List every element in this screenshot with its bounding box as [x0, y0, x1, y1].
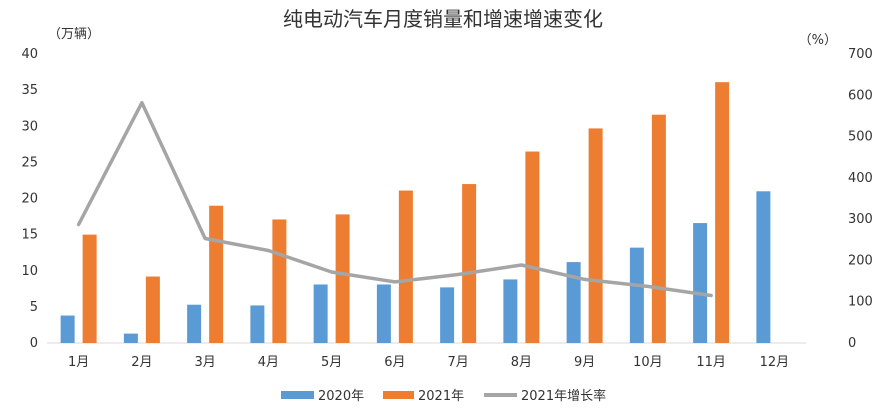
left-axis-tick-label: 30: [21, 119, 38, 134]
bar-2020-3: [187, 304, 202, 343]
bar-2020-7: [440, 287, 455, 343]
bar-2021-3: [209, 205, 224, 343]
left-axis-tick-label: 15: [21, 228, 38, 243]
bar-2020-9: [566, 262, 581, 343]
bar-2020-6: [376, 284, 391, 343]
right-axis-tick-label: 100: [848, 295, 873, 310]
x-axis-tick-label: 11月: [696, 355, 726, 370]
left-axis-tick-label: 25: [21, 155, 38, 170]
legend: 2020年 2021年 2021年增长率: [281, 388, 606, 404]
right-axis-tick-label: 500: [848, 130, 873, 145]
x-axis-tick-label: 4月: [258, 355, 279, 370]
left-axis-tick-label: 0: [30, 336, 38, 351]
bar-2020-8: [503, 279, 518, 343]
bar-2020-10: [629, 247, 644, 343]
bar-2020-12: [756, 191, 771, 343]
legend-label: 2021年增长率: [521, 388, 606, 404]
left-axis-tick-label: 35: [21, 83, 38, 98]
bar-2021-9: [588, 128, 603, 343]
bar-2020-11: [693, 223, 708, 343]
bar-2021-1: [82, 234, 97, 343]
x-axis-tick-label: 5月: [321, 355, 342, 370]
x-axis-tick-label: 6月: [384, 355, 405, 370]
left-axis-tick-label: 10: [21, 264, 38, 279]
bar-2021-2: [145, 276, 160, 343]
x-axis-tick-label: 2月: [131, 355, 152, 370]
x-axis-tick-label: 8月: [511, 355, 532, 370]
right-axis-tick-label: 400: [848, 171, 873, 186]
x-axis-tick-label: 12月: [760, 355, 790, 370]
right-axis-tick-label: 200: [848, 253, 873, 268]
chart-title: 纯电动汽车月度销量和增速增速变化: [283, 7, 603, 31]
right-axis-tick-label: 600: [848, 88, 873, 103]
bar-2021-7: [462, 184, 477, 343]
right-axis-tick-label: 0: [848, 336, 856, 351]
legend-label: 2020年: [318, 389, 364, 404]
bar-2021-5: [335, 214, 350, 343]
bar-2021-11: [715, 82, 730, 344]
bar-2021-6: [398, 190, 413, 343]
x-axis-tick-label: 1月: [68, 355, 89, 370]
x-axis-tick-label: 9月: [574, 355, 595, 370]
bar-2020-2: [123, 333, 138, 343]
bar-2020-4: [250, 305, 265, 343]
bar-2021-8: [525, 151, 540, 343]
right-axis-tick-label: 300: [848, 212, 873, 227]
left-axis-tick-label: 40: [21, 47, 38, 62]
right-axis-tick-label: 700: [848, 47, 873, 62]
x-axis-tick-label: 3月: [194, 355, 215, 370]
left-axis-unit: （万辆）: [48, 27, 100, 42]
bar-2020-5: [313, 284, 328, 343]
bar-2020-1: [60, 315, 75, 343]
x-axis-tick-label: 7月: [447, 355, 468, 370]
legend-label: 2021年: [418, 389, 464, 404]
left-axis-tick-label: 5: [30, 300, 38, 315]
plot-area: 051015202530354001002003004005006007001月…: [21, 47, 872, 370]
bar-2021-10: [651, 114, 666, 343]
right-axis-unit: （%）: [799, 33, 837, 48]
bar-2021-4: [272, 219, 287, 343]
legend-swatch-2021年: [383, 391, 414, 399]
growth-rate-line: [76, 100, 713, 298]
legend-swatch-2020年: [281, 391, 314, 399]
x-axis-tick-label: 10月: [633, 355, 663, 370]
left-axis-tick-label: 20: [21, 192, 38, 207]
